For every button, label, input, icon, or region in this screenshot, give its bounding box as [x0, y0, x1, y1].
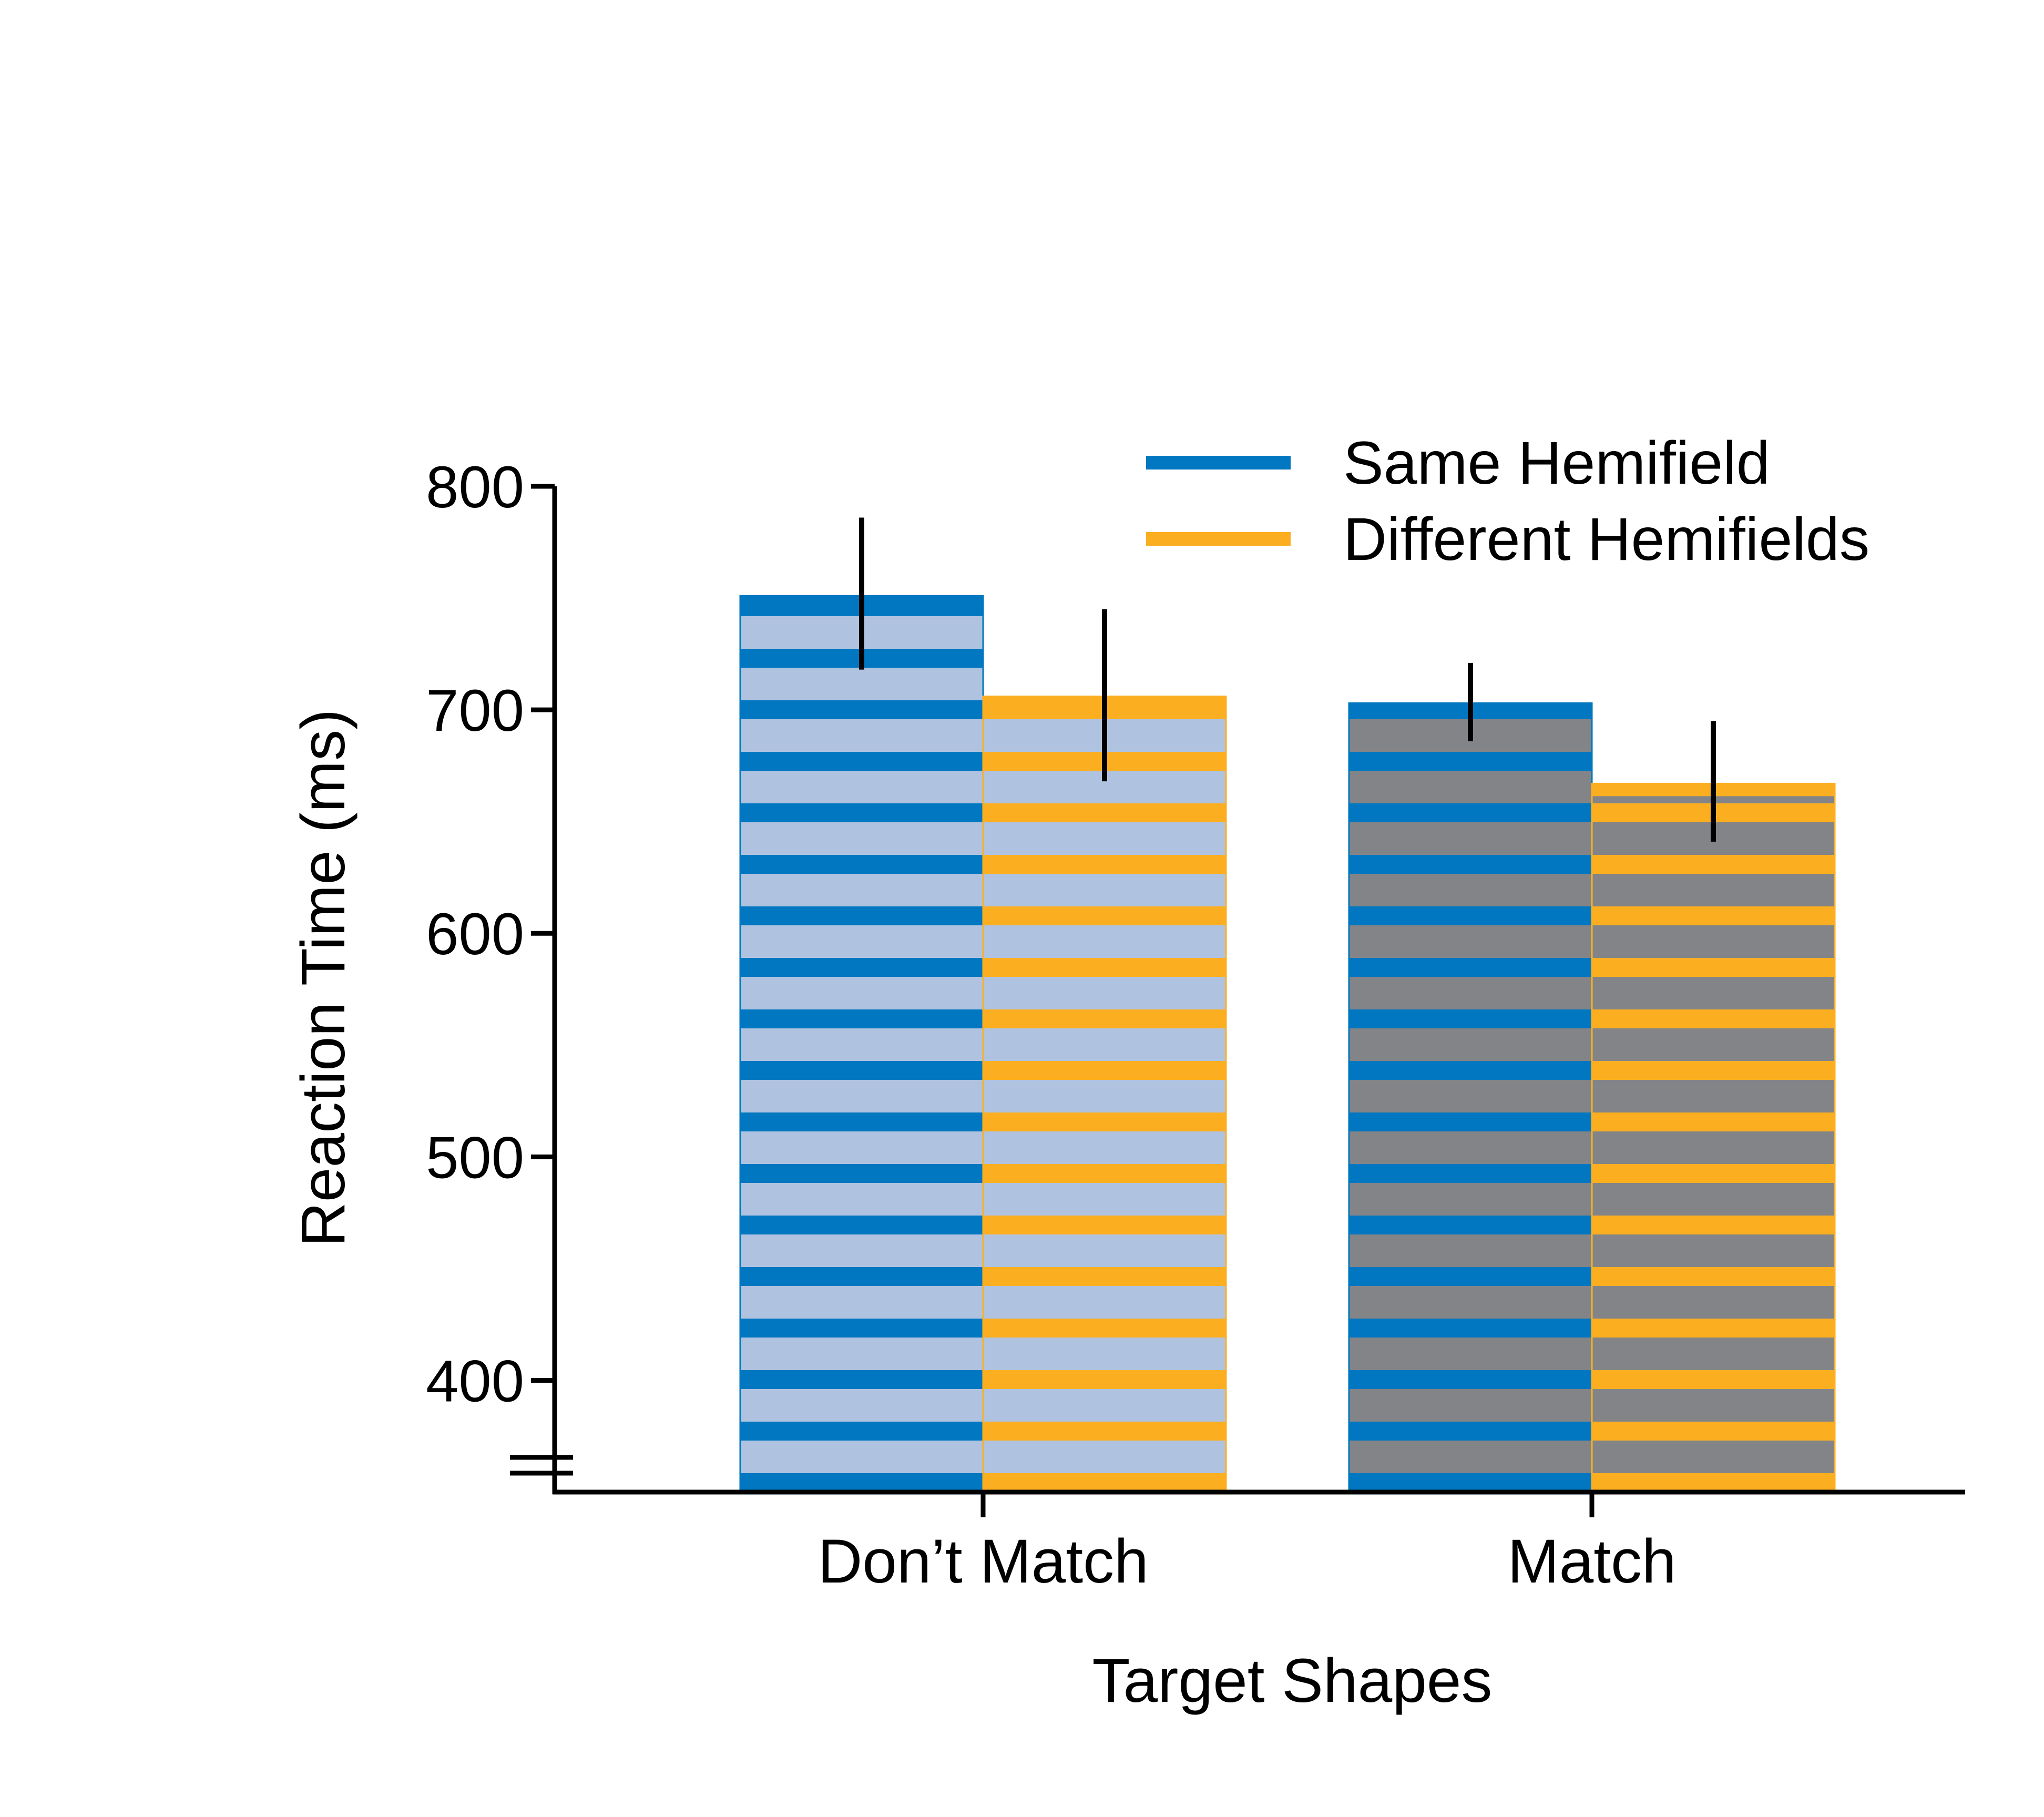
- bar-same-hemifield-1: [1348, 702, 1593, 1493]
- x-axis-label: Target Shapes: [1092, 1646, 1493, 1716]
- y-axis-label: Reaction Time (ms): [289, 709, 358, 1247]
- legend: Same Hemifield Different Hemifields: [1146, 430, 1869, 573]
- x-ticks-layer: Don’t Match Match: [817, 1492, 1677, 1596]
- axes-layer: [510, 486, 1965, 1495]
- y-tick-label: 800: [426, 454, 524, 520]
- y-axis-break-mark: [510, 1455, 573, 1476]
- bar-different-hemifields-1: [1591, 782, 1836, 1493]
- bar-same-hemifield-0: [739, 595, 984, 1493]
- y-tick-label: 500: [426, 1125, 524, 1190]
- error-bars-layer: [859, 517, 1716, 842]
- x-tick-label: Match: [1507, 1527, 1676, 1596]
- legend-label: Different Hemifields: [1343, 506, 1869, 573]
- x-tick-label: Don’t Match: [817, 1527, 1149, 1596]
- bar-different-hemifields-0: [982, 696, 1227, 1493]
- legend-label: Same Hemifield: [1343, 430, 1770, 497]
- y-tick-label: 700: [426, 678, 524, 743]
- y-tick-label: 400: [426, 1348, 524, 1414]
- bars-layer: [739, 595, 1836, 1493]
- y-tick-label: 600: [426, 901, 524, 967]
- y-ticks-layer: 400 500 600 700 800: [426, 454, 555, 1414]
